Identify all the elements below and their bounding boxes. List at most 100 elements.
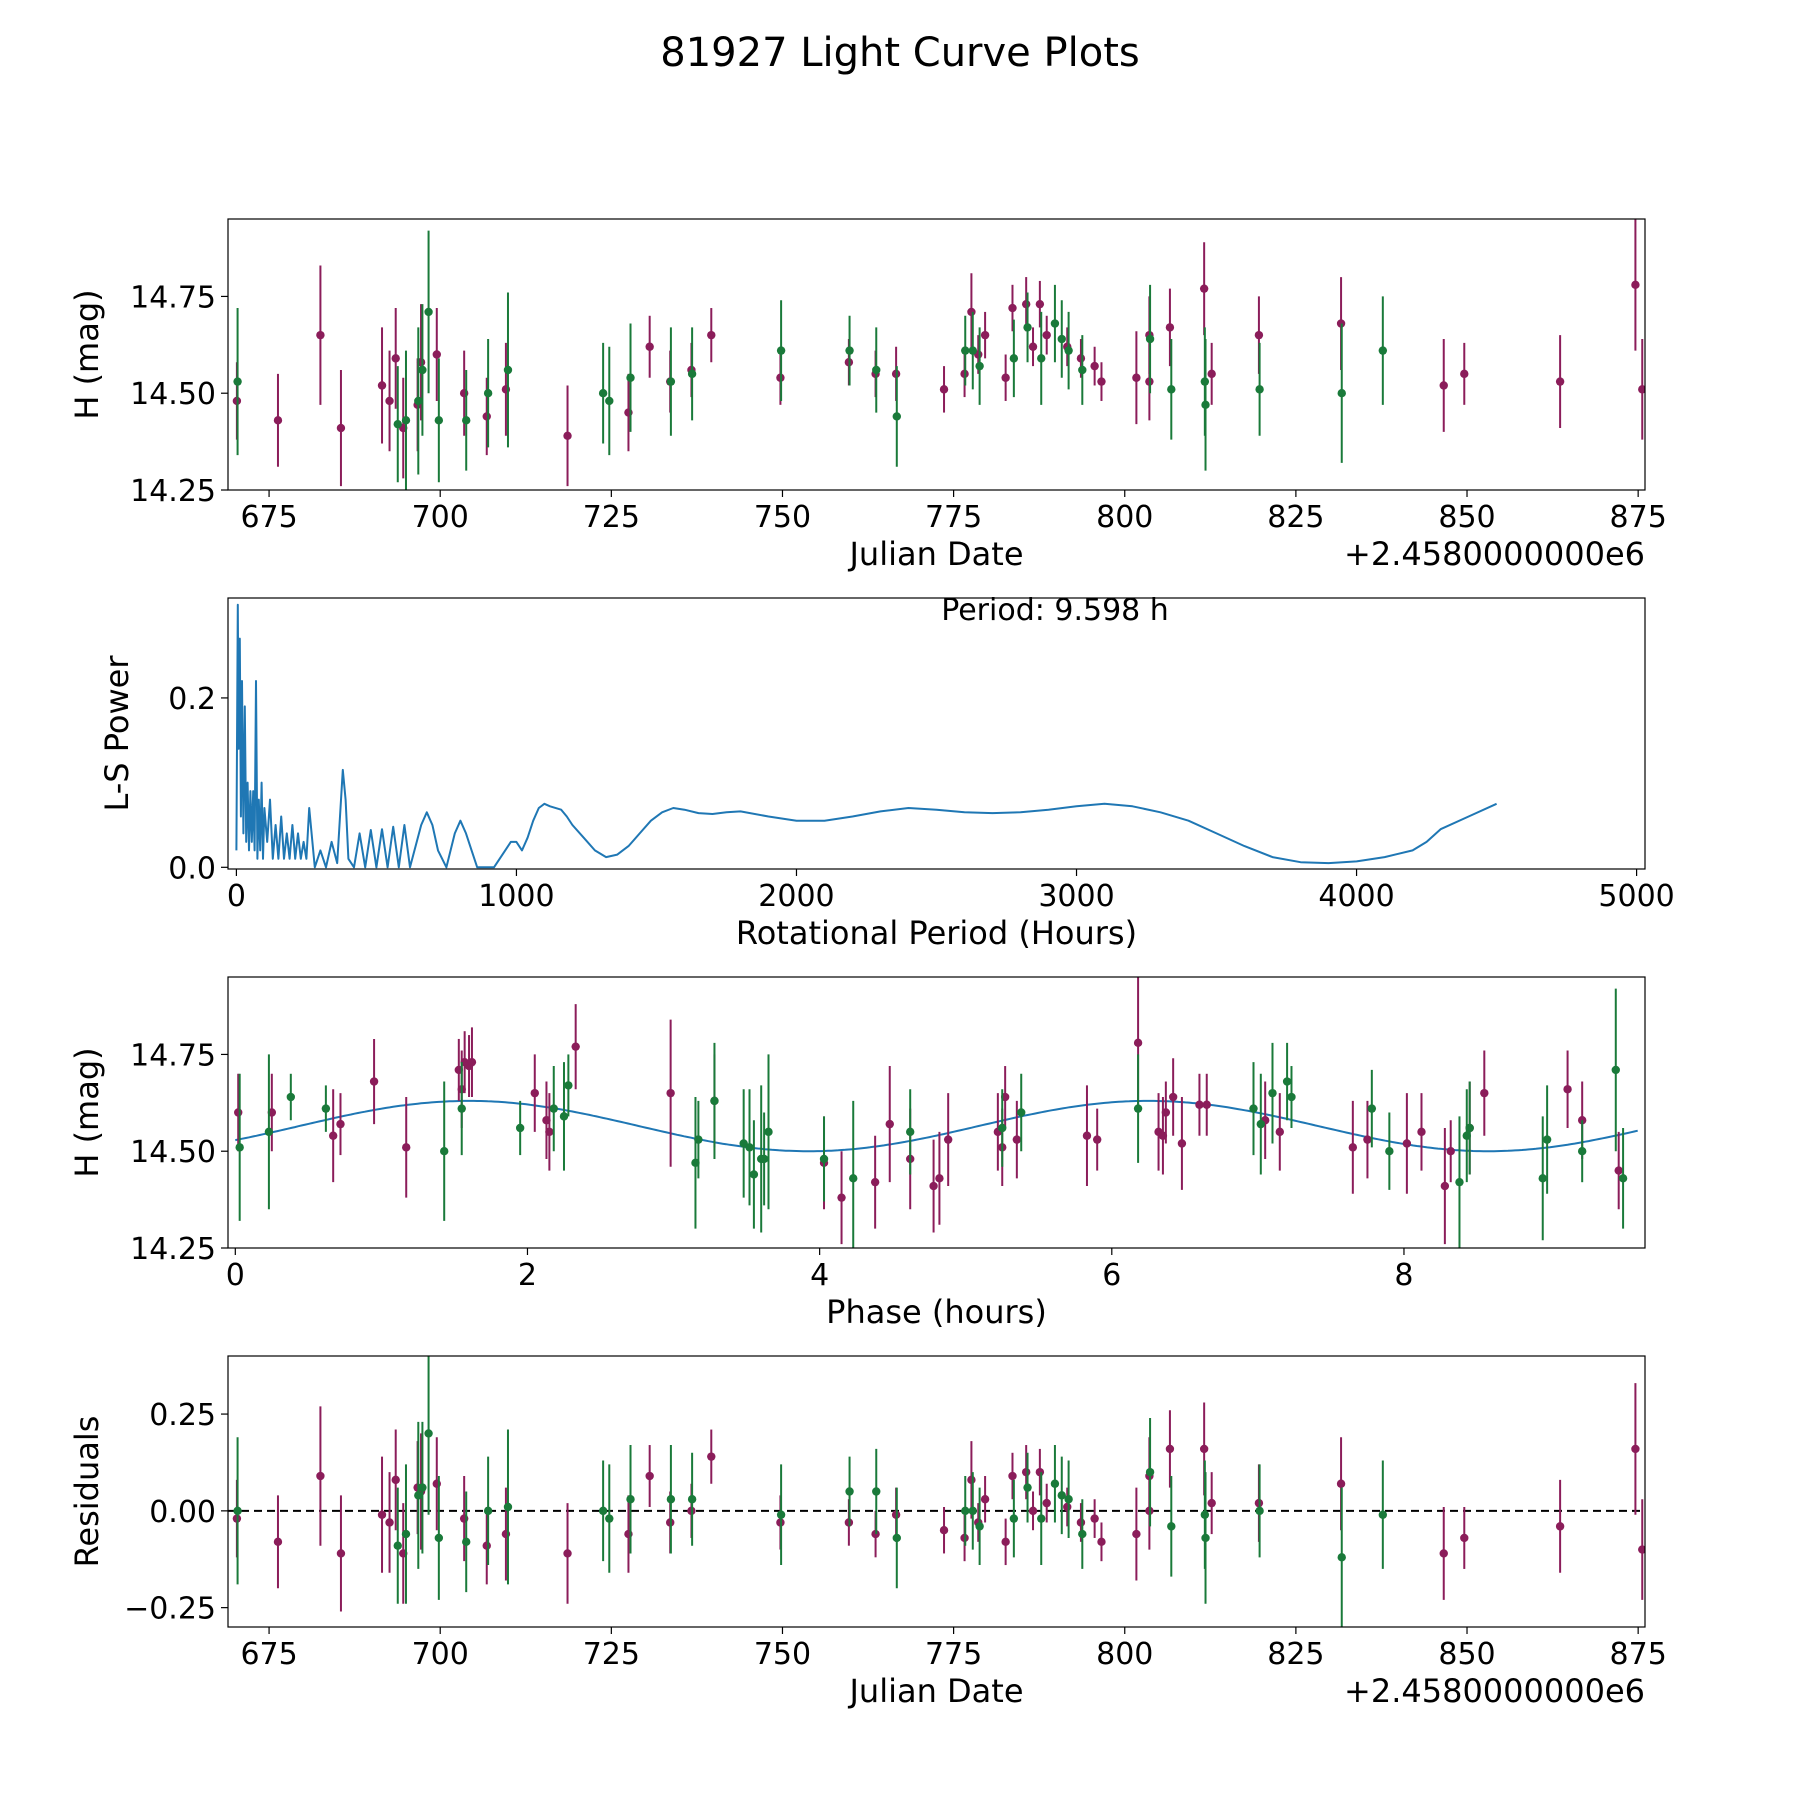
data-point [316,1471,325,1481]
data-point [401,1529,411,1539]
data-point [482,412,491,421]
residuals-panel: 675 700 725 750 775 800 825 850 875 −0.25 0.00 0.25… [68,1355,1667,1710]
data-point [1082,1131,1092,1140]
data-point [1037,1514,1046,1523]
data-point [286,1092,296,1102]
figure-title: 81927 Light Curve Plots [660,30,1139,76]
data-point [462,416,471,425]
data-point [1480,1088,1489,1098]
data-point [264,1127,274,1137]
data-point [402,1143,411,1152]
data-point [968,346,977,355]
data-point [1050,1479,1060,1488]
data-point [1618,1174,1628,1183]
data-point [393,419,402,429]
x-tick-label: 825 [1267,500,1324,535]
data-point [234,1108,243,1117]
data-point [1035,299,1045,309]
data-point [1402,1139,1412,1148]
data-point [1008,303,1017,313]
data-point [1168,1092,1178,1102]
data-point [273,1537,283,1547]
data-point [1076,354,1086,363]
data-point [482,1541,491,1550]
axes-frame [227,976,1646,1249]
data-point [434,416,444,425]
data-point [1440,1181,1450,1191]
y-tick-label: 14.75 [130,280,216,315]
data-point [687,369,697,379]
data-point [564,1081,573,1090]
data-point [545,1127,554,1137]
data-point [401,416,411,425]
data-point [707,1452,716,1461]
y-tick-label: 0.0 [168,851,216,886]
data-point [980,1495,990,1504]
data-point [1555,1522,1565,1531]
data-point [764,1127,773,1137]
data-point [1348,1143,1358,1152]
data-point [1256,1119,1266,1129]
x-tick-label: 725 [583,1637,640,1672]
plot-area [228,1356,1645,1627]
data-point [1161,1108,1171,1117]
data-point [968,1506,977,1516]
data-point [1177,1139,1187,1148]
y-axis-label: Residuals [68,1416,106,1568]
data-point [967,307,976,317]
data-point [1336,1479,1346,1488]
phase-folded-panel: 0 2 4 6 8 14.25 14.50 14.75 Phase (hours) H (mag) [68,976,1646,1331]
data-point [1249,1104,1258,1113]
data-point [1165,323,1175,332]
data-point [1385,1147,1394,1156]
data-point [1378,346,1388,355]
data-point [929,1181,938,1191]
data-point [235,1143,244,1152]
data-point [336,423,346,433]
data-point [1009,354,1019,363]
data-point [385,396,394,406]
data-point [1439,1549,1448,1558]
data-point [1337,1553,1346,1562]
data-point [1064,1495,1073,1504]
y-tick-label: 0.2 [168,682,216,717]
data-point [1057,1491,1066,1500]
x-tick-label: 0 [226,1258,245,1293]
x-tick-label: 2000 [758,879,834,914]
data-point [1028,1506,1038,1516]
data-point [943,1135,953,1144]
data-point [233,1506,242,1516]
y-tick-label: 0.00 [149,1495,216,1530]
data-point [273,416,283,425]
data-point [1097,377,1106,386]
data-point [605,396,614,406]
data-point [1028,342,1038,351]
data-point [1042,330,1051,340]
data-point [1337,389,1346,398]
data-point [503,365,513,375]
data-point [515,1123,525,1133]
data-point [1009,1514,1019,1523]
data-point [1638,385,1645,394]
x-axis-label: Rotational Period (Hours) [736,914,1137,952]
data-point [1090,1514,1099,1523]
data-point [1078,365,1087,375]
data-point [666,1495,676,1504]
data-point [424,1429,433,1438]
data-point [1207,369,1216,379]
data-point [1563,1085,1572,1094]
data-point [1057,334,1066,344]
data-point [1439,381,1448,390]
data-point [849,1174,858,1183]
data-point [1097,1537,1106,1547]
data-point [939,1526,949,1535]
data-point [1145,1467,1155,1477]
plot-area [234,977,1638,1248]
lightcurve-panel: 675 700 725 750 775 800 825 850 875 14.25 14.50 14.… [68,218,1667,573]
x-tick-label: 800 [1096,1637,1153,1672]
data-point [626,1495,635,1504]
data-point [1042,1498,1051,1508]
data-point [1631,280,1640,290]
data-point [1090,361,1099,371]
data-point [845,1487,854,1496]
